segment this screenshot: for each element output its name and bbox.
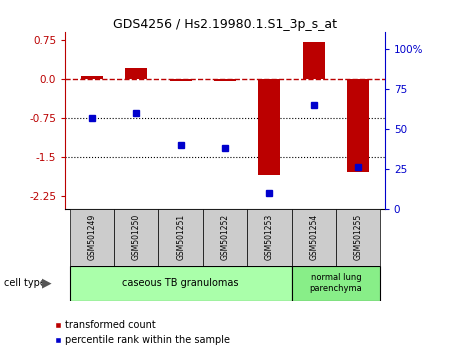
Bar <box>292 209 336 266</box>
Bar <box>347 79 369 172</box>
Bar <box>247 209 292 266</box>
Bar <box>158 209 203 266</box>
Bar <box>258 79 280 175</box>
Text: GSM501250: GSM501250 <box>132 214 141 260</box>
Text: ▶: ▶ <box>42 277 52 290</box>
Text: GSM501249: GSM501249 <box>87 214 96 260</box>
Bar <box>70 209 114 266</box>
Bar <box>114 209 158 266</box>
Bar <box>336 209 380 266</box>
Text: normal lung
parenchyma: normal lung parenchyma <box>310 274 362 293</box>
Title: GDS4256 / Hs2.19980.1.S1_3p_s_at: GDS4256 / Hs2.19980.1.S1_3p_s_at <box>113 18 337 31</box>
Legend: transformed count, percentile rank within the sample: transformed count, percentile rank withi… <box>50 316 234 349</box>
Text: GSM501253: GSM501253 <box>265 214 274 260</box>
Text: cell type: cell type <box>4 278 46 288</box>
Text: GSM501255: GSM501255 <box>354 214 363 260</box>
Bar <box>125 68 147 79</box>
Text: GSM501252: GSM501252 <box>220 214 230 260</box>
Text: caseous TB granulomas: caseous TB granulomas <box>122 278 239 288</box>
Bar <box>214 79 236 81</box>
Bar <box>303 42 325 79</box>
Bar <box>203 209 247 266</box>
Bar <box>81 76 103 79</box>
Text: GSM501254: GSM501254 <box>309 214 318 260</box>
Text: GSM501251: GSM501251 <box>176 214 185 260</box>
Bar <box>292 266 380 301</box>
Bar <box>170 79 192 81</box>
Bar <box>70 266 292 301</box>
